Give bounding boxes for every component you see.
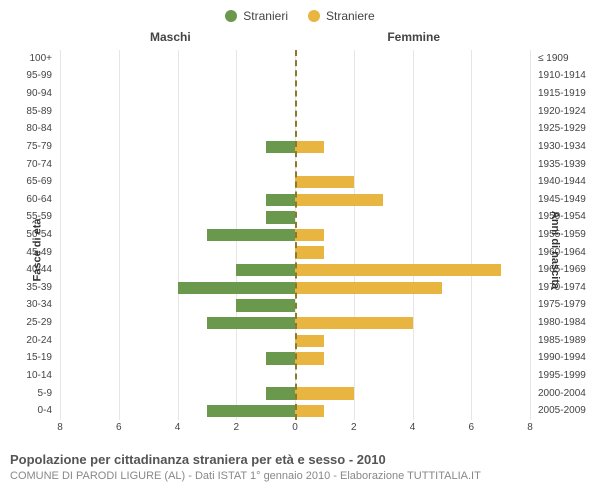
- y-label-age: 80-84: [26, 123, 52, 134]
- pyramid-chart-wrapper: Stranieri Straniere Maschi Femmine 100+≤…: [0, 0, 600, 500]
- y-label-birth: 1980-1984: [538, 317, 586, 328]
- y-label-age: 90-94: [26, 88, 52, 99]
- legend: Stranieri Straniere: [0, 0, 600, 26]
- y-axis-title-left: Fasce di età: [31, 219, 43, 282]
- bar-female: [295, 246, 324, 258]
- y-label-age: 15-19: [26, 352, 52, 363]
- legend-item-male: Stranieri: [225, 9, 288, 23]
- center-line: [295, 50, 297, 420]
- y-label-age: 25-29: [26, 317, 52, 328]
- caption-subtitle: COMUNE DI PARODI LIGURE (AL) - Dati ISTA…: [10, 470, 481, 482]
- bar-male: [236, 264, 295, 276]
- legend-label-male: Stranieri: [243, 9, 288, 23]
- y-label-birth: 1935-1939: [538, 159, 586, 170]
- x-tick-label: 8: [527, 422, 533, 433]
- bar-female: [295, 335, 324, 347]
- bar-female: [295, 264, 501, 276]
- bar-female: [295, 176, 354, 188]
- bar-male: [266, 387, 295, 399]
- y-label-age: 60-64: [26, 194, 52, 205]
- gridline: [530, 50, 531, 420]
- chart-area: 100+≤ 190995-991910-191490-941915-191985…: [60, 50, 530, 440]
- y-label-birth: 1915-1919: [538, 88, 586, 99]
- y-label-birth: 1950-1954: [538, 211, 586, 222]
- y-label-birth: 1985-1989: [538, 335, 586, 346]
- y-label-birth: 1955-1959: [538, 229, 586, 240]
- bar-female: [295, 229, 324, 241]
- bar-male: [266, 211, 295, 223]
- y-label-age: 85-89: [26, 106, 52, 117]
- y-label-age: 70-74: [26, 159, 52, 170]
- y-label-age: 65-69: [26, 176, 52, 187]
- bar-male: [236, 299, 295, 311]
- y-label-age: 10-14: [26, 370, 52, 381]
- bar-male: [266, 352, 295, 364]
- y-label-birth: ≤ 1909: [538, 53, 569, 64]
- y-axis-title-right: Anni di nascita: [549, 211, 561, 289]
- caption-title: Popolazione per cittadinanza straniera p…: [10, 452, 386, 467]
- header-male: Maschi: [150, 30, 191, 44]
- y-label-birth: 1920-1924: [538, 106, 586, 117]
- bar-female: [295, 387, 354, 399]
- y-label-birth: 1945-1949: [538, 194, 586, 205]
- x-tick-label: 4: [410, 422, 416, 433]
- y-label-birth: 1925-1929: [538, 123, 586, 134]
- legend-item-female: Straniere: [308, 9, 375, 23]
- x-tick-label: 6: [116, 422, 122, 433]
- y-label-age: 0-4: [38, 405, 52, 416]
- y-label-birth: 1995-1999: [538, 370, 586, 381]
- y-label-birth: 1960-1964: [538, 247, 586, 258]
- plot-area: 100+≤ 190995-991910-191490-941915-191985…: [60, 50, 530, 420]
- legend-swatch-male: [225, 10, 237, 22]
- bar-female: [295, 405, 324, 417]
- y-label-birth: 1990-1994: [538, 352, 586, 363]
- y-label-age: 75-79: [26, 141, 52, 152]
- y-label-age: 20-24: [26, 335, 52, 346]
- y-label-birth: 1940-1944: [538, 176, 586, 187]
- legend-swatch-female: [308, 10, 320, 22]
- y-label-birth: 2005-2009: [538, 405, 586, 416]
- legend-label-female: Straniere: [326, 9, 375, 23]
- y-label-age: 100+: [29, 53, 52, 64]
- x-tick-label: 8: [57, 422, 63, 433]
- bar-female: [295, 282, 442, 294]
- x-axis-labels: 8 6 4 2 0 2 4 6 8: [60, 422, 530, 438]
- x-tick-label: 0: [292, 422, 298, 433]
- bar-female: [295, 352, 324, 364]
- y-label-birth: 1910-1914: [538, 70, 586, 81]
- x-tick-label: 2: [351, 422, 357, 433]
- x-tick-label: 2: [233, 422, 239, 433]
- y-label-age: 95-99: [26, 70, 52, 81]
- bar-female: [295, 194, 383, 206]
- y-label-age: 5-9: [38, 388, 52, 399]
- header-female: Femmine: [387, 30, 440, 44]
- bar-female: [295, 317, 413, 329]
- bar-male: [266, 141, 295, 153]
- y-label-birth: 1975-1979: [538, 299, 586, 310]
- y-label-birth: 1930-1934: [538, 141, 586, 152]
- y-label-birth: 1970-1974: [538, 282, 586, 293]
- x-tick-label: 4: [175, 422, 181, 433]
- bar-female: [295, 141, 324, 153]
- y-label-age: 35-39: [26, 282, 52, 293]
- y-label-age: 30-34: [26, 299, 52, 310]
- bar-male: [207, 405, 295, 417]
- bar-male: [178, 282, 296, 294]
- bar-male: [207, 229, 295, 241]
- x-tick-label: 6: [468, 422, 474, 433]
- bar-male: [266, 194, 295, 206]
- y-label-birth: 2000-2004: [538, 388, 586, 399]
- bar-male: [207, 317, 295, 329]
- y-label-birth: 1965-1969: [538, 264, 586, 275]
